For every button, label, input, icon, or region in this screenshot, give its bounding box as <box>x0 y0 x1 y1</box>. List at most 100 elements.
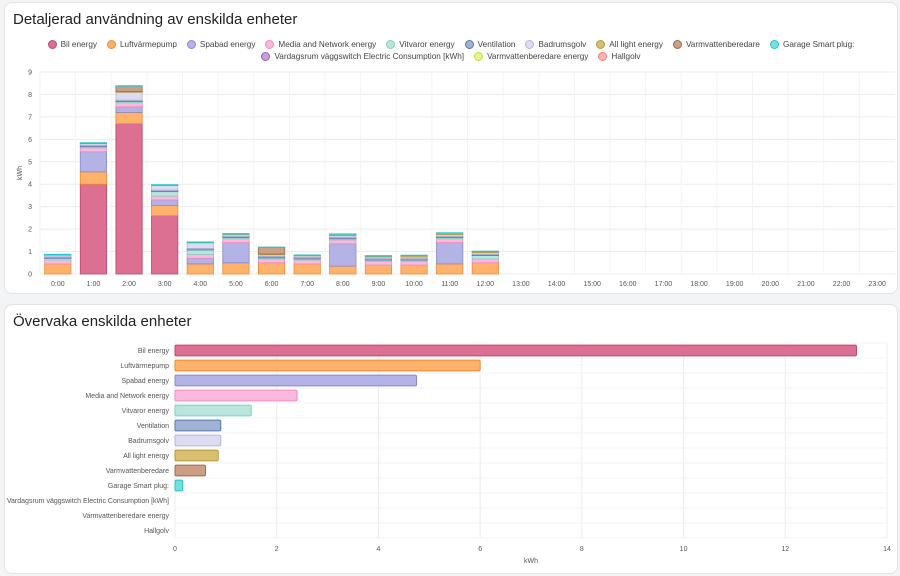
y-tick-label: Media and Network energy <box>85 393 169 400</box>
bar-segment-garage-smart-plug[interactable] <box>257 246 286 248</box>
x-tick-label: 0:00 <box>51 281 65 288</box>
bar-segment-luftvärmepump[interactable] <box>151 205 179 217</box>
bar-segment-badrumsgolv[interactable] <box>186 242 214 249</box>
legend-item-varmvattenberedare[interactable]: Varmvattenberedare <box>672 40 760 49</box>
bar-segment-vitvaror-energy[interactable] <box>186 249 214 255</box>
hbar-media-and-network-energy[interactable] <box>174 389 298 402</box>
hbar-luftvärmepump[interactable] <box>174 359 481 372</box>
x-tick-label: 20:00 <box>762 281 780 288</box>
bar-segment-media-and-network-energy[interactable] <box>79 147 108 153</box>
legend-item-varmvattenberedare-energy[interactable]: Varmvattenberedare energy <box>474 52 588 61</box>
y-tick-label: Spabad energy <box>122 378 170 385</box>
bar-segment-media-and-network-energy[interactable] <box>44 259 72 265</box>
bar-segment-media-and-network-energy[interactable] <box>329 239 357 245</box>
x-tick-label: 13:00 <box>512 281 530 288</box>
x-tick-label: 6 <box>478 546 482 553</box>
bar-segment-luftvärmepump[interactable] <box>257 262 286 275</box>
legend-label: Media and Network energy <box>278 40 377 49</box>
bar-segment-media-and-network-energy[interactable] <box>293 259 321 265</box>
bar-segment-bil-energy[interactable] <box>151 215 179 275</box>
x-tick-label: 12:00 <box>477 281 495 288</box>
x-tick-label: 4 <box>376 546 380 553</box>
legend-item-spabad-energy[interactable]: Spabad energy <box>186 40 255 49</box>
bar-segment-garage-smart-plug[interactable] <box>436 232 464 234</box>
bar-segment-bil-energy[interactable] <box>79 183 108 275</box>
bar-segment-garage-smart-plug[interactable] <box>471 250 499 253</box>
legend-item-all-light-energy[interactable]: All light energy <box>596 40 663 49</box>
legend-item-bil-energy[interactable]: Bil energy <box>47 40 97 49</box>
legend-item-media-and-network-energy[interactable]: Media and Network energy <box>265 40 376 49</box>
hbar-bil-energy[interactable] <box>174 344 857 357</box>
hbar-vitvaror-energy[interactable] <box>174 404 252 417</box>
legend-item-vardagsrum-väggswitch-electric-consumption-kwh[interactable]: Vardagsrum väggswitch Electric Consumpti… <box>261 52 464 61</box>
legend-label: Badrumsgolv <box>538 40 587 49</box>
bar-segment-spabad-energy[interactable] <box>186 257 214 265</box>
bar-segment-luftvärmepump[interactable] <box>436 263 464 275</box>
bar-segment-luftvärmepump[interactable] <box>79 171 108 185</box>
bar-segment-spabad-energy[interactable] <box>79 151 108 173</box>
bar-segment-spabad-energy[interactable] <box>329 243 357 267</box>
bar-segment-media-and-network-energy[interactable] <box>471 258 499 264</box>
bar-segment-spabad-energy[interactable] <box>115 106 143 113</box>
bar-segment-luftvärmepump[interactable] <box>364 264 393 275</box>
bar-segment-luftvärmepump[interactable] <box>115 112 143 125</box>
legend-swatch <box>596 40 606 49</box>
bar-segment-media-and-network-energy[interactable] <box>436 238 464 243</box>
bar-segment-luftvärmepump[interactable] <box>471 262 499 275</box>
bar-segment-spabad-energy[interactable] <box>151 199 179 206</box>
y-tick-label: Varmvattenberedare <box>106 468 169 475</box>
legend-item-ventilation[interactable]: Ventilation <box>464 40 515 49</box>
hbar-badrumsgolv[interactable] <box>174 434 222 447</box>
bar-segment-badrumsgolv[interactable] <box>115 91 143 101</box>
hbar-garage-smart-plug[interactable] <box>174 479 184 492</box>
bar-segment-varmvattenberedare[interactable] <box>115 85 143 92</box>
bar-segment-garage-smart-plug[interactable] <box>186 241 214 243</box>
bar-segment-media-and-network-energy[interactable] <box>222 238 250 243</box>
bar-segment-luftvärmepump[interactable] <box>44 263 72 275</box>
bar-segment-media-and-network-energy[interactable] <box>151 195 179 201</box>
legend-swatch <box>464 40 474 49</box>
legend-swatch <box>186 40 196 49</box>
bar-segment-luftvärmepump[interactable] <box>329 265 357 275</box>
bar-segment-garage-smart-plug[interactable] <box>115 85 143 87</box>
bar-segment-media-and-network-energy[interactable] <box>400 260 428 266</box>
legend-item-luftvärmepump[interactable]: Luftvärmepump <box>106 40 177 49</box>
hbar-varmvattenberedare[interactable] <box>174 464 207 477</box>
legend-swatch <box>598 52 608 61</box>
bar-segment-vitvaror-energy[interactable] <box>471 255 499 260</box>
bar-segment-garage-smart-plug[interactable] <box>79 142 108 144</box>
legend-item-vitvaror-energy[interactable]: Vitvaror energy <box>386 40 455 49</box>
bar-segment-garage-smart-plug[interactable] <box>364 255 393 257</box>
legend-item-badrumsgolv[interactable]: Badrumsgolv <box>525 40 586 49</box>
legend-swatch <box>525 40 535 49</box>
legend-item-hallgolv[interactable]: Hallgolv <box>598 52 641 61</box>
bar-segment-bil-energy[interactable] <box>115 123 143 275</box>
bar-segment-garage-smart-plug[interactable] <box>293 254 321 256</box>
bar-segment-garage-smart-plug[interactable] <box>151 184 179 186</box>
bar-segment-garage-smart-plug[interactable] <box>400 254 428 257</box>
bar-segment-badrumsgolv[interactable] <box>151 185 179 191</box>
y-tick-label: Vitvaror energy <box>122 408 170 415</box>
hbar-all-light-energy[interactable] <box>174 449 219 462</box>
bar-segment-spabad-energy[interactable] <box>436 242 464 265</box>
bar-segment-spabad-energy[interactable] <box>222 242 250 264</box>
bar-segment-luftvärmepump[interactable] <box>186 263 214 275</box>
bar-segment-garage-smart-plug[interactable] <box>44 253 72 256</box>
bar-segment-garage-smart-plug[interactable] <box>329 233 357 235</box>
bar-segment-media-and-network-energy[interactable] <box>257 258 286 264</box>
bar-segment-luftvärmepump[interactable] <box>222 262 250 275</box>
legend-item-garage-smart-plug[interactable]: Garage Smart plug: <box>769 40 854 49</box>
x-tick-label: 2:00 <box>122 281 136 288</box>
y-tick-label: 7 <box>28 114 32 121</box>
hbar-ventilation[interactable] <box>174 419 222 432</box>
bar-segment-media-and-network-energy[interactable] <box>115 102 143 108</box>
bar-segment-luftvärmepump[interactable] <box>293 263 321 275</box>
bar-segment-varmvattenberedare[interactable] <box>257 246 286 255</box>
bar-segment-luftvärmepump[interactable] <box>400 264 428 275</box>
bar-segment-media-and-network-energy[interactable] <box>364 260 393 266</box>
y-tick-label: 1 <box>28 249 32 256</box>
bar-segment-media-and-network-energy[interactable] <box>186 254 214 259</box>
bar-segment-garage-smart-plug[interactable] <box>222 233 250 235</box>
bar-segment-vitvaror-energy[interactable] <box>151 191 179 197</box>
hbar-spabad-energy[interactable] <box>174 374 418 387</box>
